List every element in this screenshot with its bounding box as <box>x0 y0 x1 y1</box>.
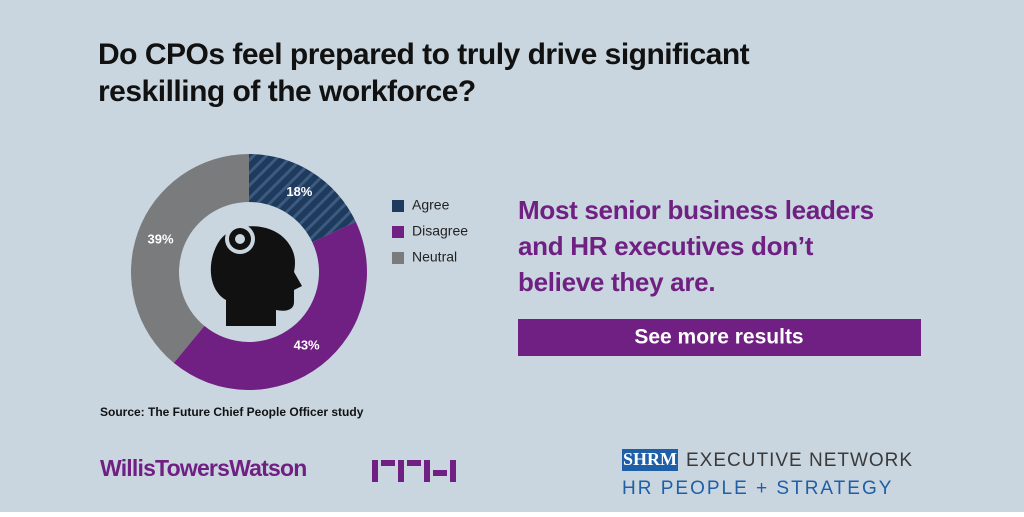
donut: 18% 43% 39% <box>130 154 367 391</box>
shrm-box <box>622 449 678 471</box>
source: Source: The Future Chief People Officer … <box>100 405 364 419</box>
legend-label: Agree <box>412 197 450 213</box>
head-icon <box>210 224 302 326</box>
legend: Agree Disagree Neutral <box>392 197 468 265</box>
legend-label: Neutral <box>412 249 457 265</box>
value-label: 43% <box>294 338 320 353</box>
hrps-label: HR PEOPLE + STRATEGY <box>622 478 893 499</box>
network-label: EXECUTIVE NETWORK <box>686 450 913 471</box>
wtw-mark <box>372 460 456 482</box>
shrm-logo: SHRM <box>623 449 677 469</box>
headline-box: Most senior business leaders and HR exec… <box>518 195 874 297</box>
legend-swatch <box>392 252 404 264</box>
headline: Most senior business leaders and HR exec… <box>518 195 874 297</box>
title-box: Do CPOs feel prepared to truly drive sig… <box>98 38 750 108</box>
button-label[interactable]: See more results <box>634 326 803 349</box>
chart-title: Do CPOs feel prepared to truly drive sig… <box>98 38 750 108</box>
button[interactable] <box>518 319 921 356</box>
donut-slice <box>130 154 249 363</box>
donut-slice <box>173 221 367 391</box>
legend-swatch <box>392 226 404 238</box>
donut-slice <box>249 154 356 243</box>
legend-swatch <box>392 200 404 212</box>
value-label: 18% <box>286 184 312 199</box>
legend-label: Disagree <box>412 223 468 239</box>
value-label: 39% <box>148 232 174 247</box>
wtw-logo: WillisTowersWatson <box>100 455 306 481</box>
